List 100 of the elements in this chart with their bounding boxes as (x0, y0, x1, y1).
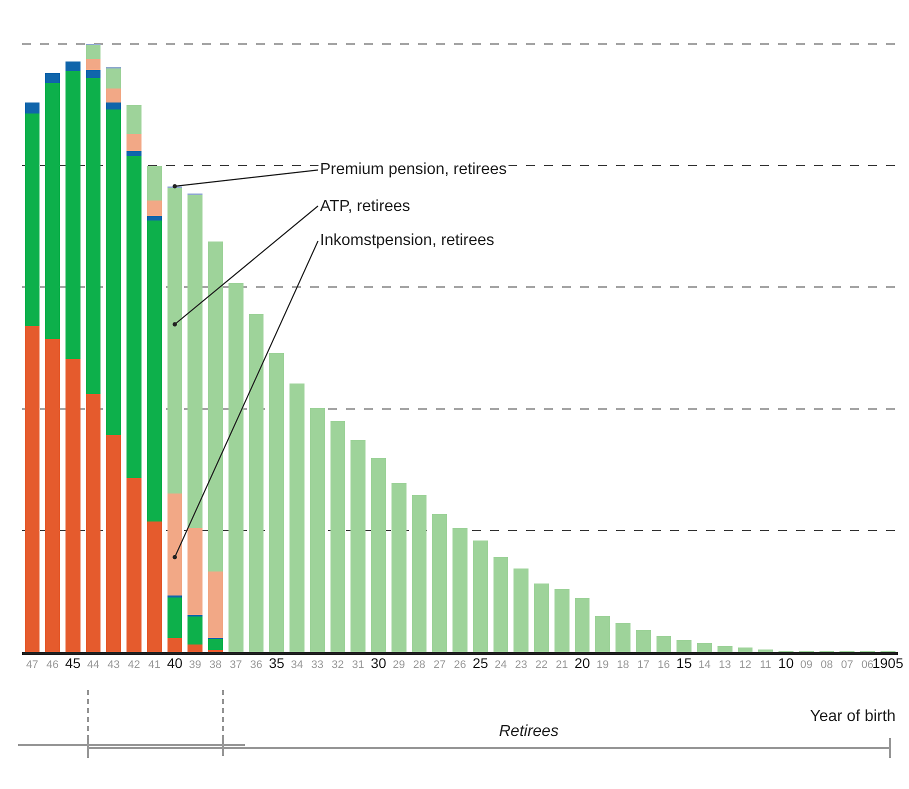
bar (616, 622, 630, 652)
bar (24, 113, 40, 326)
x-tick-label: 33 (311, 659, 324, 672)
x-tick-label: 17 (637, 659, 650, 672)
bar (514, 568, 529, 652)
bar (146, 166, 162, 200)
x-tick-label: 31 (352, 659, 364, 672)
bar (146, 521, 162, 652)
bar (188, 528, 203, 615)
x-tick-label: 44 (87, 659, 100, 672)
bar (188, 644, 203, 652)
bar (167, 638, 182, 652)
bar (86, 394, 101, 652)
bar (452, 528, 468, 652)
bar (554, 588, 570, 652)
bar (86, 59, 101, 70)
bar (188, 616, 203, 645)
bar (65, 70, 80, 359)
x-tick-label: 19 (596, 659, 609, 672)
x-tick-label: 10 (778, 655, 794, 672)
x-tick-label: 25 (472, 655, 488, 672)
x-tick-label: 40 (167, 655, 183, 672)
x-tick-label: 45 (65, 655, 81, 672)
bar (126, 104, 142, 134)
x-tick-label: 41 (148, 659, 161, 672)
annotation: Inkomstpension, retirees (320, 232, 494, 249)
bar (738, 648, 753, 652)
x-tick-label: 39 (189, 659, 202, 672)
x-tick-label: 46 (46, 659, 59, 672)
bar (45, 82, 60, 339)
x-tick-label: 34 (290, 659, 304, 672)
bar (208, 639, 223, 650)
bar (106, 102, 122, 110)
bar (65, 62, 80, 71)
bar (534, 583, 549, 652)
x-tick-label: 15 (676, 655, 692, 672)
x-tick-label: 27 (434, 659, 446, 672)
bar (65, 358, 80, 652)
bar (126, 134, 142, 152)
bar (45, 73, 60, 83)
bar (167, 188, 182, 494)
x-tick-label: 14 (698, 659, 711, 672)
x-tick-label: 36 (250, 659, 262, 672)
bar (106, 110, 122, 435)
bar (188, 194, 203, 528)
x-tick-label: 35 (268, 655, 285, 672)
bar (146, 200, 162, 216)
bar (371, 458, 386, 652)
bar (472, 540, 488, 652)
bar (208, 242, 223, 572)
x-tick-label: 24 (494, 659, 507, 672)
bar (45, 338, 60, 652)
x-tick-label: 22 (535, 659, 548, 672)
x-tick-label: 11 (760, 659, 772, 672)
bar (167, 597, 182, 638)
bar (676, 640, 692, 652)
bar (248, 314, 264, 652)
bar (391, 482, 406, 652)
x-tick-label: 42 (128, 659, 140, 672)
bar (697, 642, 712, 652)
bar (126, 478, 142, 652)
bar (106, 88, 122, 102)
x-tick-label: 1905 (872, 655, 904, 672)
x-tick-label: 29 (392, 659, 406, 672)
x-tick-label: 21 (556, 659, 568, 672)
bar (269, 352, 284, 652)
bar (106, 68, 122, 88)
bar (126, 156, 142, 478)
bar (208, 572, 223, 638)
x-tick-label: 16 (658, 659, 670, 672)
x-tick-label: 12 (739, 659, 752, 672)
bar (86, 45, 101, 60)
bar (717, 646, 732, 652)
x-tick-label: 47 (26, 659, 38, 672)
x-tick-label: 32 (332, 659, 344, 672)
x-tick-label: 09 (800, 659, 812, 672)
bar (636, 630, 651, 652)
bar (146, 216, 162, 220)
x-tick-label: 37 (230, 659, 242, 672)
x-tick-label: 28 (413, 659, 426, 672)
x-tick-label: 18 (616, 659, 630, 672)
bar (310, 408, 325, 652)
bar (656, 636, 672, 652)
bar (330, 420, 346, 652)
bar (574, 598, 590, 652)
bar (350, 440, 366, 652)
bar (432, 514, 448, 652)
bar (126, 151, 142, 156)
x-tick-label: 20 (574, 655, 590, 672)
x-tick-label: 13 (718, 659, 731, 672)
bar (146, 220, 162, 522)
bar (595, 616, 610, 652)
x-tick-label: 26 (454, 659, 466, 672)
text: Retirees (499, 723, 559, 740)
bar (493, 557, 508, 652)
x-tick-label: 08 (820, 659, 833, 672)
bar (86, 70, 101, 78)
bar (167, 493, 182, 596)
x-tick-label: 38 (209, 659, 222, 672)
x-tick-label: 30 (370, 655, 387, 672)
